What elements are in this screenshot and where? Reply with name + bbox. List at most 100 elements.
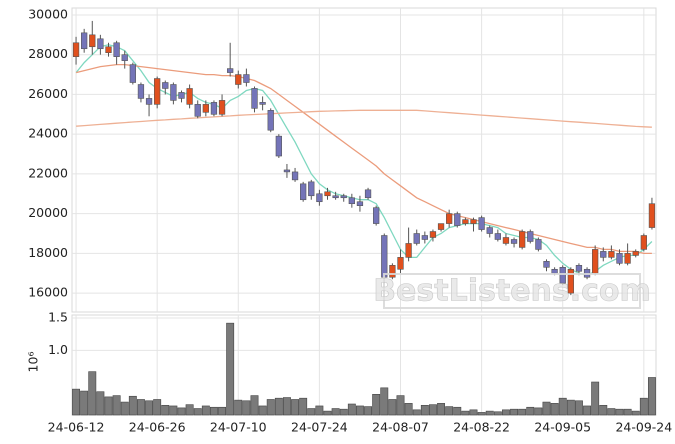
volume-bar xyxy=(323,410,332,416)
candle-body xyxy=(389,265,396,278)
candle-body xyxy=(616,253,623,264)
y-tick-label: 26000 xyxy=(28,86,68,101)
volume-bar xyxy=(266,399,275,416)
volume-bar xyxy=(526,406,535,416)
candle-body xyxy=(137,84,145,99)
y-axis-label: 10⁶ xyxy=(26,352,41,373)
volume-bar xyxy=(388,399,397,416)
candle-body xyxy=(405,243,412,258)
y-tick-label: 1.5 xyxy=(48,309,68,324)
candle-body xyxy=(373,207,380,224)
candle-body xyxy=(154,78,161,105)
volume-bar xyxy=(80,390,89,416)
volume-bar xyxy=(145,400,154,416)
candle-body xyxy=(105,46,112,54)
volume-bar xyxy=(542,401,551,416)
volume-bar xyxy=(615,408,624,416)
candle-body xyxy=(324,191,331,197)
candle-body xyxy=(640,235,647,250)
volume-bar xyxy=(331,408,340,416)
volume-bar xyxy=(510,408,519,416)
volume-bar xyxy=(72,388,81,416)
candle-body xyxy=(202,104,209,113)
candle-body xyxy=(162,82,169,89)
volume-bar xyxy=(445,406,454,416)
x-tick-label: 24-06-12 xyxy=(48,420,105,435)
volume-bar xyxy=(534,407,543,416)
candle-body xyxy=(543,261,550,268)
y-tick-label: 16000 xyxy=(28,285,68,300)
candle-body xyxy=(145,98,153,105)
candle-body xyxy=(316,193,323,203)
volume-bar xyxy=(291,399,300,416)
volume-bar xyxy=(299,397,308,416)
candle-body xyxy=(251,88,258,109)
candle-body xyxy=(97,38,104,50)
candle-body xyxy=(446,213,453,224)
volume-bar xyxy=(372,394,381,416)
volume-bar xyxy=(518,408,527,416)
volume-bar xyxy=(469,409,478,416)
candle-body xyxy=(267,110,274,131)
x-tick-label: 24-07-10 xyxy=(210,420,267,435)
candle-body xyxy=(364,189,372,199)
volume-bar xyxy=(412,409,421,416)
volume-bar xyxy=(136,399,145,416)
candle-body xyxy=(81,32,88,50)
x-tick-label: 24-08-22 xyxy=(453,420,510,435)
panel-frame xyxy=(71,314,657,416)
volume-bar xyxy=(96,391,105,416)
candle-body xyxy=(592,249,599,274)
candle-body xyxy=(243,74,250,83)
volume-bar xyxy=(550,403,559,416)
volume-bar xyxy=(201,405,210,416)
candle-body xyxy=(567,268,574,294)
x-tick-label: 24-08-07 xyxy=(372,420,429,435)
candle-body xyxy=(308,181,315,197)
watermark-box xyxy=(383,273,641,309)
volume-bar xyxy=(428,404,437,416)
volume-bar xyxy=(404,403,413,416)
volume-bar xyxy=(177,407,186,416)
volume-bar xyxy=(501,409,510,416)
volume-bar xyxy=(420,404,429,416)
candle-body xyxy=(356,201,364,206)
volume-bar xyxy=(112,395,121,416)
volume-bar xyxy=(607,408,616,416)
volume-bar xyxy=(380,387,389,416)
candle-body xyxy=(129,64,136,83)
candle-body xyxy=(259,102,266,105)
candle-body xyxy=(437,223,445,230)
volume-bar xyxy=(234,399,243,416)
y-tick-label: 18000 xyxy=(28,245,68,260)
volume-bar xyxy=(274,397,283,416)
volume-bar xyxy=(153,399,162,416)
candle-body xyxy=(478,217,485,230)
volume-bar xyxy=(493,411,502,416)
candle-body xyxy=(462,219,469,224)
candle-body xyxy=(624,253,631,264)
y-tick-label: 22000 xyxy=(28,165,68,180)
volume-bar xyxy=(396,395,405,416)
candle-body xyxy=(332,195,339,199)
volume-bar xyxy=(218,406,227,416)
candle-body xyxy=(413,233,420,244)
volume-bar xyxy=(169,405,178,416)
moving-average-line xyxy=(76,109,652,128)
candle-body xyxy=(510,239,518,244)
volume-bar xyxy=(161,404,170,416)
candle-body xyxy=(608,251,615,258)
candle-body xyxy=(194,104,201,117)
x-tick-label: 24-07-24 xyxy=(291,420,348,435)
y-tick-label: 1.0 xyxy=(48,342,68,357)
volume-bar xyxy=(591,381,600,416)
volume-bar xyxy=(226,322,235,416)
candle-body xyxy=(535,239,542,250)
candle-body xyxy=(502,237,510,244)
volume-bar xyxy=(258,405,267,416)
candle-body xyxy=(381,235,388,278)
candle-body xyxy=(470,219,477,224)
candle-body xyxy=(89,34,96,48)
volume-bar xyxy=(242,400,251,416)
